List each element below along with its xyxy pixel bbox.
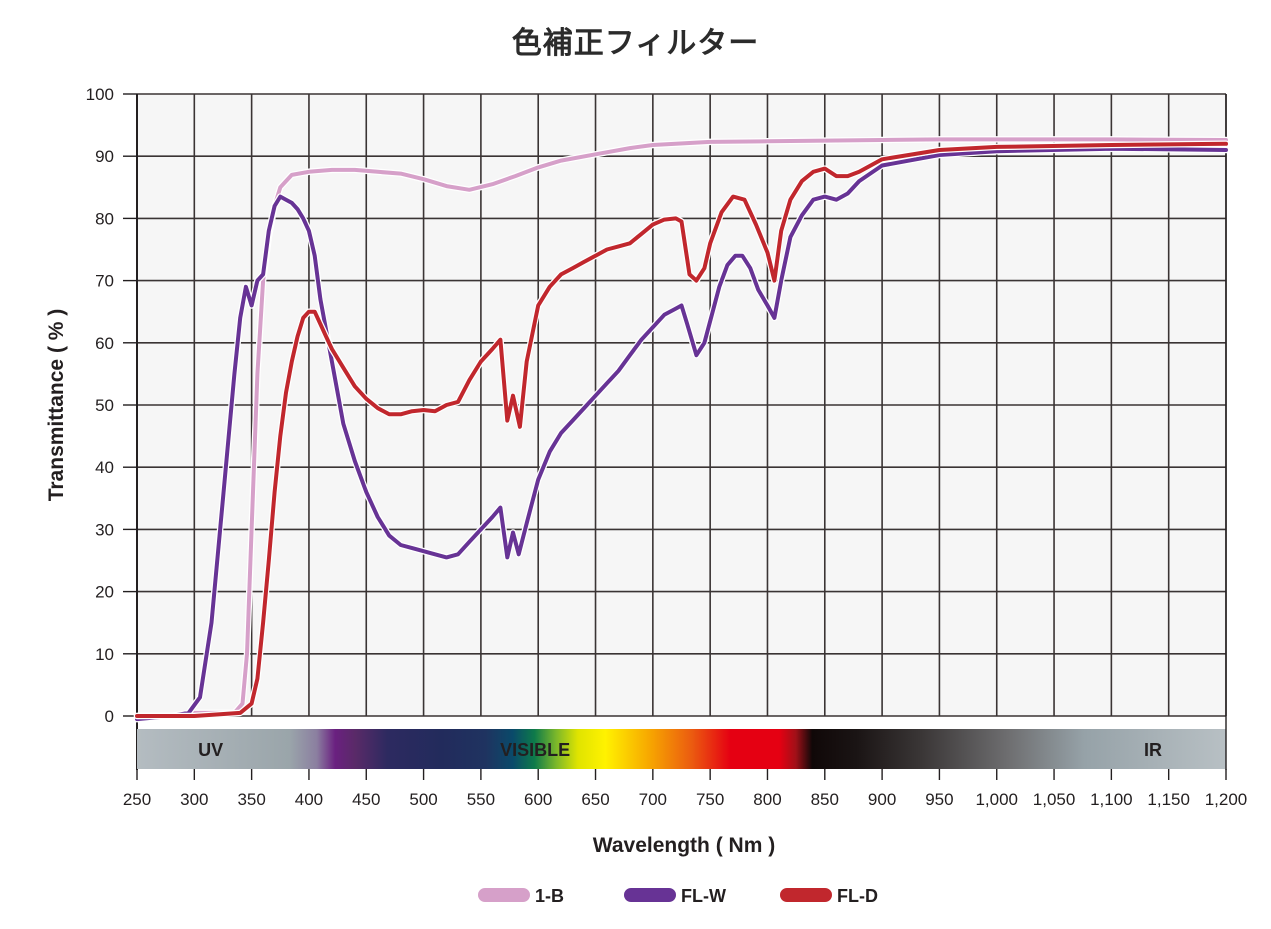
- spectrum-gradient: [137, 729, 1226, 769]
- y-tick-label: 70: [95, 272, 114, 291]
- x-tick-label: 800: [753, 790, 781, 809]
- legend-swatch: [624, 888, 676, 902]
- x-tick-label: 1,050: [1033, 790, 1076, 809]
- x-axis: 250 300 350 400 450 500 550 600 650 700 750 800 850 9…: [123, 94, 1247, 809]
- y-axis: 0 10 20 30 40 50 60 70 80 90 100: [86, 85, 138, 770]
- x-tick-label: 1,100: [1090, 790, 1133, 809]
- y-tick-label: 40: [95, 458, 114, 477]
- series-line-fl-w: [135, 146, 1228, 722]
- chart-title: 色補正フィルター: [511, 26, 760, 61]
- x-tick-label: 700: [639, 790, 667, 809]
- legend-label: FL-W: [681, 886, 726, 906]
- legend: 1-B FL-W FL-D: [478, 886, 878, 906]
- x-tick-label: 400: [295, 790, 323, 809]
- x-tick-label: 750: [696, 790, 724, 809]
- legend-item-fl-w: FL-W: [624, 886, 726, 906]
- x-tick-label: 350: [237, 790, 265, 809]
- x-tick-label: 550: [467, 790, 495, 809]
- spectrum-band-label: VISIBLE: [500, 740, 570, 760]
- y-tick-label: 30: [95, 520, 114, 539]
- y-tick-label: 50: [95, 396, 114, 415]
- x-tick-label: 600: [524, 790, 552, 809]
- legend-label: 1-B: [535, 886, 564, 906]
- y-axis-title: Transmittance ( % ): [45, 309, 68, 502]
- x-tick-label: 950: [925, 790, 953, 809]
- x-tick-label: 1,150: [1147, 790, 1190, 809]
- legend-swatch: [780, 888, 832, 902]
- series-line-1-b: [135, 137, 1228, 718]
- y-tick-label: 10: [95, 645, 114, 664]
- x-tick-label: 850: [811, 790, 839, 809]
- x-tick-label: 300: [180, 790, 208, 809]
- legend-item-1-b: 1-B: [478, 886, 564, 906]
- y-tick-label: 90: [95, 147, 114, 166]
- legend-label: FL-D: [837, 886, 878, 906]
- x-tick-label: 650: [581, 790, 609, 809]
- x-tick-label: 500: [409, 790, 437, 809]
- y-tick-label: 20: [95, 583, 114, 602]
- series-line-fl-d: [135, 141, 1228, 718]
- spectrum-band-label: IR: [1144, 740, 1162, 760]
- x-tick-label: 900: [868, 790, 896, 809]
- x-tick-label: 1,000: [975, 790, 1018, 809]
- y-tick-label: 100: [86, 85, 114, 104]
- spectrum-bar: UV VISIBLE IR: [137, 729, 1226, 769]
- y-tick-label: 80: [95, 209, 114, 228]
- x-tick-label: 450: [352, 790, 380, 809]
- series-layer: [133, 136, 1230, 723]
- x-tick-label: 250: [123, 790, 151, 809]
- y-tick-label: 0: [105, 707, 114, 726]
- x-axis-title: Wavelength ( Nm ): [593, 834, 775, 857]
- legend-swatch: [478, 888, 530, 902]
- legend-item-fl-d: FL-D: [780, 886, 878, 906]
- y-tick-label: 60: [95, 334, 114, 353]
- x-tick-label: 1,200: [1205, 790, 1248, 809]
- spectrum-band-label: UV: [198, 740, 223, 760]
